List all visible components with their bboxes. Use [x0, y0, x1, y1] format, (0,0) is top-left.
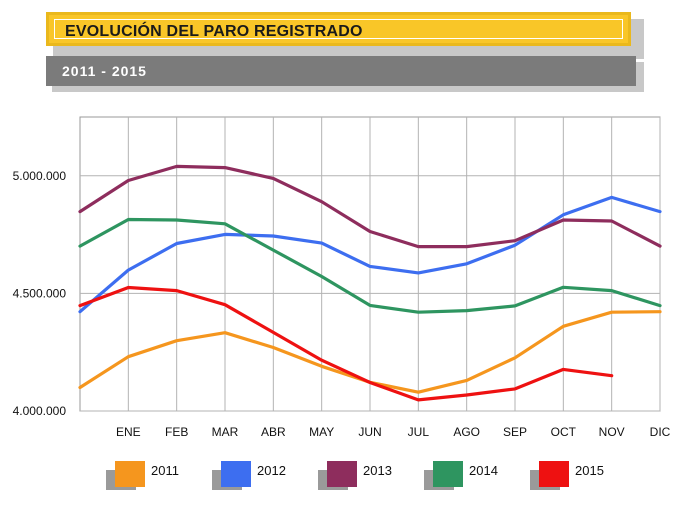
x-tick-label: MAR — [212, 425, 239, 439]
legend-swatch — [115, 461, 145, 487]
legend-label: 2015 — [575, 463, 604, 478]
x-tick-label: OCT — [551, 425, 577, 439]
y-tick-label: 4.000.000 — [13, 404, 67, 418]
x-tick-label: FEB — [165, 425, 188, 439]
legend-label: 2013 — [363, 463, 392, 478]
chart-subtitle: 2011 - 2015 — [62, 63, 147, 79]
x-tick-label: SEP — [503, 425, 527, 439]
x-tick-label: NOV — [599, 425, 625, 439]
x-tick-label: MAY — [309, 425, 334, 439]
series-line-2014 — [78, 217, 662, 314]
x-tick-label: ENE — [116, 425, 141, 439]
series-line-2012 — [78, 195, 662, 314]
series-line-2013 — [78, 164, 662, 249]
series-line-2015 — [78, 285, 614, 402]
legend-swatch — [327, 461, 357, 487]
legend-swatch — [539, 461, 569, 487]
chart-title: EVOLUCIÓN DEL PARO REGISTRADO — [65, 23, 363, 40]
x-tick-label: ABR — [261, 425, 286, 439]
legend-label: 2014 — [469, 463, 498, 478]
x-tick-label: AGO — [453, 425, 480, 439]
x-tick-label: JUN — [358, 425, 381, 439]
legend-swatch — [433, 461, 463, 487]
y-tick-label: 5.000.000 — [13, 169, 67, 183]
legend-label: 2012 — [257, 463, 286, 478]
legend-label: 2011 — [151, 463, 179, 478]
chart-tick-labels: 4.000.000 4.500.000 5.000.000 ENE FEB MAR ABR M… — [13, 169, 671, 439]
legend-swatch — [221, 461, 251, 487]
title-banner-inner-border — [54, 19, 623, 39]
chart-series-lines — [78, 164, 662, 402]
subtitle-banner-box: 2011 - 2015 — [46, 56, 636, 86]
y-tick-label: 4.500.000 — [13, 286, 67, 300]
chart-grid — [79, 116, 661, 412]
title-banner-box: EVOLUCIÓN DEL PARO REGISTRADO — [46, 12, 631, 46]
x-tick-label: JUL — [408, 425, 430, 439]
x-tick-label: DIC — [650, 425, 671, 439]
